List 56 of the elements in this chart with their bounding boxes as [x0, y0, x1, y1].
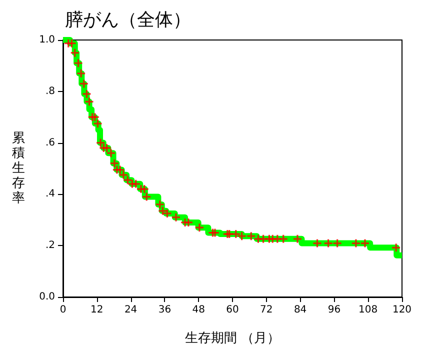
point	[68, 39, 76, 48]
point	[110, 159, 118, 168]
chart-title: 膵がん（全体）	[65, 10, 191, 30]
point	[238, 232, 246, 240]
point	[119, 170, 128, 179]
y-tick-label: 0.0	[39, 292, 55, 302]
point	[74, 59, 82, 68]
x-tick-label: 96	[328, 304, 341, 316]
x-tick-label: 60	[226, 304, 239, 316]
x-tick-label: 84	[294, 304, 307, 316]
point	[156, 200, 164, 208]
point	[172, 213, 180, 222]
point	[82, 90, 91, 98]
point	[85, 98, 94, 106]
x-tick-label: 36	[158, 304, 172, 316]
point	[94, 120, 102, 128]
x-tick-label: 12	[90, 304, 104, 316]
point	[107, 149, 116, 158]
point	[232, 230, 240, 238]
point	[360, 239, 369, 248]
point	[158, 206, 167, 215]
point	[293, 234, 302, 243]
x-tick-label: 108	[358, 304, 378, 316]
point	[184, 218, 192, 226]
point	[90, 113, 99, 122]
point	[279, 234, 288, 243]
point	[80, 80, 88, 88]
y-axis-title: 累積生存率	[12, 131, 25, 206]
point	[163, 209, 172, 218]
point	[324, 239, 332, 248]
y-tick-label: .6	[45, 137, 55, 148]
point	[70, 48, 79, 57]
point	[102, 144, 111, 152]
point	[96, 138, 105, 147]
point	[116, 166, 124, 174]
point	[313, 239, 322, 248]
y-tick-label: 1.0	[39, 34, 55, 46]
point	[142, 192, 151, 201]
x-tick-label: 48	[192, 304, 205, 316]
point	[140, 185, 148, 194]
x-axis-title: 生存期間 （月）	[184, 331, 280, 346]
y-tick-label: .2	[45, 240, 55, 252]
x-tick-label: 24	[124, 304, 138, 316]
y-tick-label: .4	[45, 188, 55, 200]
point	[392, 244, 400, 252]
point	[124, 176, 132, 184]
point	[77, 69, 86, 78]
point	[333, 239, 342, 248]
y-tick-label: .8	[45, 86, 55, 97]
point	[195, 224, 204, 232]
x-tick-label: 120	[392, 304, 412, 316]
x-tick-label: 0	[60, 304, 66, 316]
point	[132, 180, 140, 188]
point	[247, 232, 256, 240]
x-tick-label: 72	[260, 304, 273, 316]
point	[352, 239, 360, 248]
